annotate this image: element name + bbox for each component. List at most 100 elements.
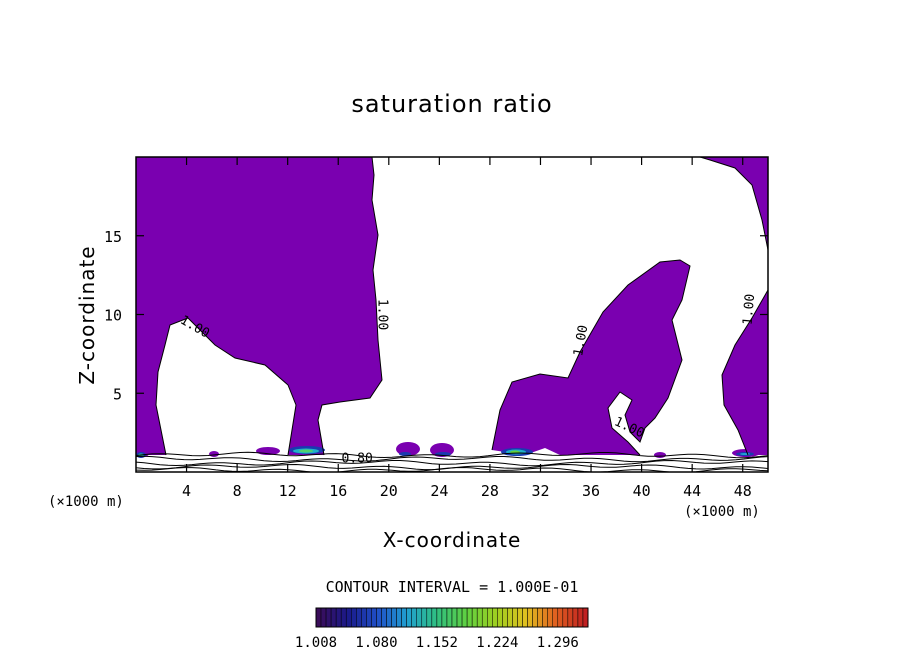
contour-label: 1.00 (375, 299, 390, 330)
colorbar-segment (567, 607, 574, 628)
colorbar-segment (451, 607, 458, 628)
colorbar-segment (577, 607, 584, 628)
colorbar-segment (537, 607, 543, 628)
x-axis-ticks: 4 8 12 16 20 24 28 32 36 40 44 48 (182, 157, 752, 500)
cloud-cell-small (654, 452, 666, 458)
colorbar-segment (507, 607, 513, 628)
colorbar-segment (542, 607, 548, 628)
chart-title: saturation ratio (351, 90, 552, 118)
colorbar-segment (436, 607, 443, 628)
colorbar-segment (411, 607, 417, 628)
colorbar-segment (320, 607, 327, 628)
contour-interval-text: CONTOUR INTERVAL = 1.000E-01 (326, 578, 579, 596)
colorbar-segment (547, 607, 553, 628)
y-axis-ticks: 5 10 15 (104, 228, 768, 403)
colorbar-segment (426, 607, 433, 628)
ground-contour-line (136, 459, 768, 467)
colorbar-segment (381, 607, 387, 628)
colorbar-segment (406, 607, 412, 628)
x-unit-right: (×1000 m) (684, 504, 760, 520)
colorbar-segment (330, 607, 337, 628)
colorbar-segment (335, 607, 342, 628)
colorbar-tick-label: 1.152 (416, 635, 458, 651)
colorbar-segment (572, 607, 579, 628)
colorbar-segment (361, 607, 367, 628)
y-tick-label: 15 (104, 228, 122, 246)
colorbar-segment (340, 607, 347, 628)
contour-label: 0.80 (342, 452, 373, 467)
colorbar-segment (466, 607, 473, 628)
x-tick-label: 4 (182, 482, 191, 500)
colorbar-segment (345, 607, 352, 628)
colorbar-segment (476, 607, 483, 628)
x-tick-label: 48 (734, 482, 752, 500)
x-tick-label: 16 (329, 482, 347, 500)
colorbar-segment (371, 607, 377, 628)
colorbar-segment (315, 607, 322, 628)
contour-line (699, 157, 768, 456)
colorbar-segment (471, 607, 478, 628)
saturated-region-right (722, 290, 768, 455)
contour-label: 1.00 (571, 324, 591, 357)
x-tick-label: 28 (481, 482, 499, 500)
colorbar-segment (431, 607, 438, 628)
colorbar-segment (481, 607, 488, 628)
colorbar-segment (456, 607, 463, 628)
colorbar-segment (562, 607, 569, 628)
core-cell (299, 449, 313, 453)
x-tick-label: 12 (279, 482, 297, 500)
colorbar-segment (461, 607, 468, 628)
ground-contours (136, 451, 768, 472)
contour-label: 1.00 (741, 293, 759, 326)
colorbar-tick-label: 1.296 (537, 635, 579, 651)
x-tick-label: 44 (683, 482, 701, 500)
colorbar-segment (522, 607, 528, 628)
colorbar-segment (401, 607, 407, 628)
colorbar-tick-label: 1.080 (355, 635, 397, 651)
colorbar-tick-labels: 1.008 1.080 1.152 1.224 1.296 (295, 635, 579, 651)
colorbar-segment (527, 607, 533, 628)
colorbar-segment (557, 607, 564, 628)
x-tick-label: 24 (430, 482, 448, 500)
colorbar-tick-label: 1.008 (295, 635, 337, 651)
colorbar-segment (512, 607, 518, 628)
colorbar-frame (315, 607, 589, 628)
plot-area (136, 157, 768, 472)
y-tick-label: 10 (104, 307, 122, 325)
colorbar-segment (386, 607, 392, 628)
core-cell (740, 453, 750, 455)
colorbar-segment (396, 607, 402, 628)
ground-contour-line (136, 451, 768, 459)
saturated-region-left (136, 157, 382, 455)
x-tick-label: 40 (633, 482, 651, 500)
colorbar-segment (582, 607, 589, 628)
colorbar-segment (497, 607, 503, 628)
contour-line (155, 157, 383, 456)
contour-line (491, 259, 691, 456)
colorbar-segment (532, 607, 538, 628)
x-tick-label: 20 (380, 482, 398, 500)
colorbar-segment (492, 607, 498, 628)
x-unit-left: (×1000 m) (48, 494, 124, 510)
colorbar (315, 607, 589, 628)
colorbar-segment (325, 607, 332, 628)
colorbar-segment (502, 607, 508, 628)
colorbar-segment (366, 607, 372, 628)
y-axis-label: Z-coordinate (75, 245, 99, 384)
cloud-cell-small (209, 451, 219, 457)
colorbar-tick-label: 1.224 (476, 635, 518, 651)
colorbar-segment (446, 607, 453, 628)
y-tick-label: 5 (113, 385, 122, 403)
colorbar-segment (376, 607, 382, 628)
colorbar-segment (356, 607, 362, 628)
ground-contour-line (136, 455, 768, 463)
colorbar-segment (552, 607, 559, 628)
colorbar-segment (517, 607, 523, 628)
x-tick-label: 8 (233, 482, 242, 500)
x-axis-label: X-coordinate (383, 528, 522, 552)
saturated-region-center-right (492, 260, 690, 455)
ground-contour-line (136, 463, 768, 471)
saturated-region-top-right (700, 157, 768, 250)
colorbar-segment (441, 607, 448, 628)
